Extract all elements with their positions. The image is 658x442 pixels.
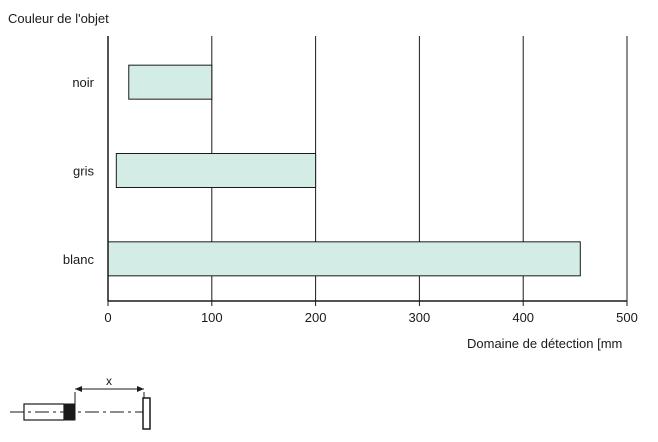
x-tick-label-0: 0 (104, 310, 111, 325)
category-labels: noir gris blanc (63, 75, 95, 267)
x-tick-labels: 0 100 200 300 400 500 (104, 310, 637, 325)
axes (107, 36, 627, 302)
x-tick-label-100: 100 (201, 310, 223, 325)
sensor-diagram: x (10, 374, 151, 430)
bar-noir (128, 64, 213, 100)
x-tick-label-200: 200 (305, 310, 327, 325)
x-tick-label-300: 300 (409, 310, 431, 325)
y-axis-title: Couleur de l'objet (8, 11, 109, 26)
dimension-arrow-left (75, 386, 82, 392)
bar-blanc (107, 241, 581, 277)
bar-group (107, 64, 581, 277)
x-axis-title: Domaine de détection [mm (467, 336, 622, 351)
category-label-gris: gris (73, 164, 94, 179)
dimension-label: x (106, 374, 112, 388)
x-tick-label-400: 400 (512, 310, 534, 325)
category-label-noir: noir (72, 75, 94, 90)
dimension-arrow-right (137, 386, 144, 392)
bar-gris (115, 153, 317, 188)
category-label-blanc: blanc (63, 252, 95, 267)
sensor-lens (63, 403, 76, 421)
x-tick-label-500: 500 (616, 310, 638, 325)
target-object (142, 397, 151, 430)
